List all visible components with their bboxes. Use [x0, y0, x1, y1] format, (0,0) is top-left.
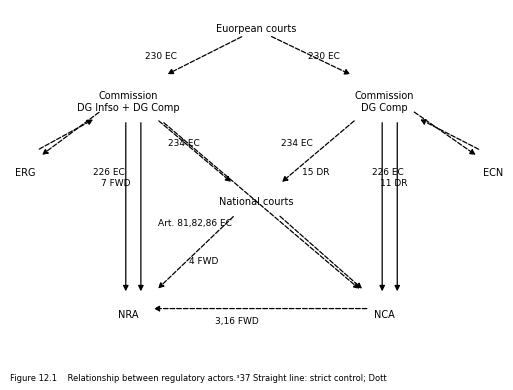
Text: 15 DR: 15 DR	[302, 168, 329, 177]
Text: NRA: NRA	[118, 310, 139, 320]
Text: 226 EC: 226 EC	[93, 168, 125, 177]
Text: Figure 12.1    Relationship between regulatory actors.³37 Straight line: strict : Figure 12.1 Relationship between regulat…	[10, 374, 387, 383]
Text: 230 EC: 230 EC	[145, 52, 177, 61]
Text: 11 DR: 11 DR	[380, 179, 407, 188]
Text: National courts: National courts	[219, 197, 294, 207]
Text: Commission
DG Infso + DG Comp: Commission DG Infso + DG Comp	[77, 91, 180, 113]
Text: Commission
DG Comp: Commission DG Comp	[355, 91, 415, 113]
Text: NCA: NCA	[374, 310, 395, 320]
Text: ECN: ECN	[483, 168, 503, 177]
Text: 4 FWD: 4 FWD	[189, 257, 218, 266]
Text: 7 FWD: 7 FWD	[101, 179, 130, 188]
Text: 230 EC: 230 EC	[308, 52, 340, 61]
Text: 234 EC: 234 EC	[281, 139, 312, 148]
Text: ERG: ERG	[15, 168, 35, 177]
Text: Art. 81,82,86 EC: Art. 81,82,86 EC	[159, 219, 232, 228]
Text: Euorpean courts: Euorpean courts	[216, 24, 297, 34]
Text: 3,16 FWD: 3,16 FWD	[214, 317, 258, 326]
Text: 234 EC: 234 EC	[168, 139, 200, 148]
Text: 226 EC: 226 EC	[372, 168, 404, 177]
